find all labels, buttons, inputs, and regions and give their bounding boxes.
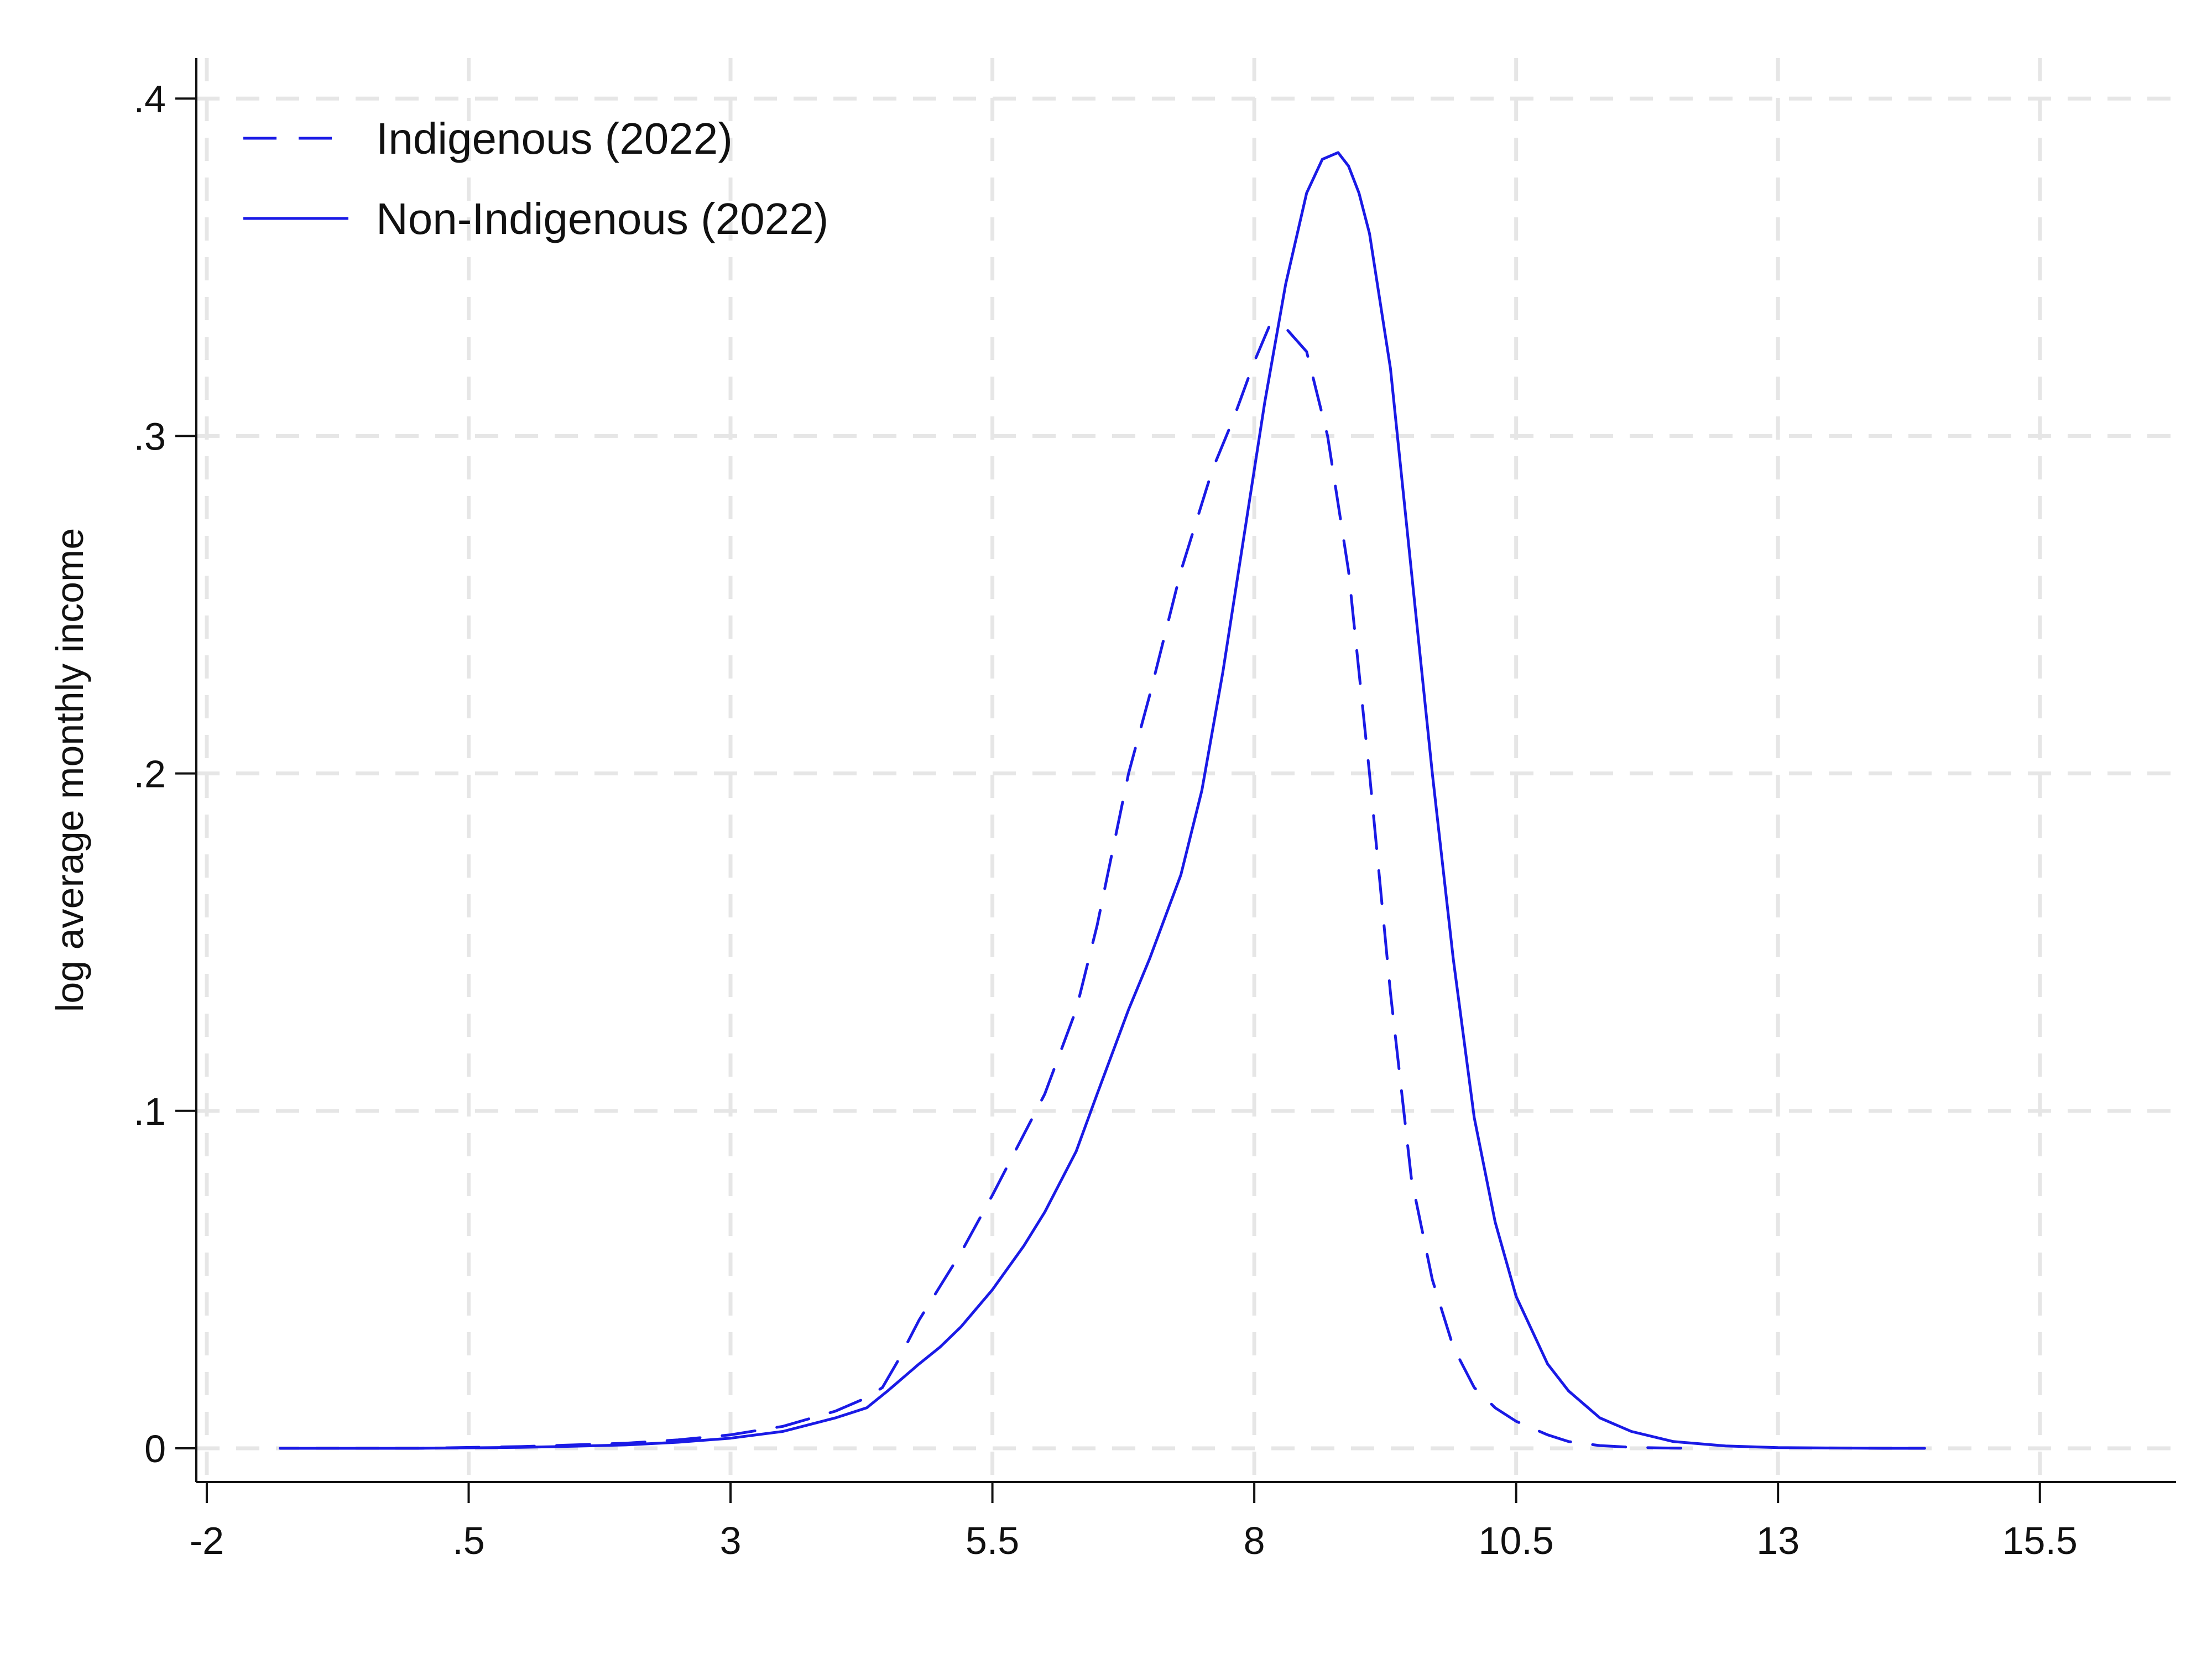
y-tick-label: .1	[134, 1090, 166, 1133]
legend-label-indigenous: Indigenous (2022)	[376, 114, 733, 163]
y-axis-title: log average monthly income	[48, 528, 91, 1012]
x-tick-label: 13	[1756, 1519, 1799, 1562]
y-tick-label: .4	[134, 77, 166, 121]
x-tick-label: 8	[1244, 1519, 1265, 1562]
series-line-indigenous-2022	[279, 323, 1696, 1450]
x-tick-label: 15.5	[2002, 1519, 2078, 1562]
x-tick-label: -2	[190, 1519, 224, 1562]
x-tick-label: 3	[720, 1519, 742, 1562]
series-line-non-indigenous-2022	[279, 151, 1926, 1450]
x-tick-label: 10.5	[1479, 1519, 1554, 1562]
y-tick-label: 0	[144, 1427, 166, 1470]
axes: log average monthly income -2 .5 3 5.5 8 10.5…	[48, 58, 2176, 1562]
legend-label-non-indigenous: Non-Indigenous (2022)	[376, 194, 828, 243]
y-tick-label: .3	[134, 415, 166, 458]
x-tick-label: .5	[452, 1519, 484, 1562]
x-tick-label: 5.5	[966, 1519, 1019, 1562]
legend: Indigenous (2022) Non-Indigenous (2022)	[243, 114, 828, 243]
y-tick-label: .2	[134, 753, 166, 796]
series-lines	[279, 151, 1926, 1450]
